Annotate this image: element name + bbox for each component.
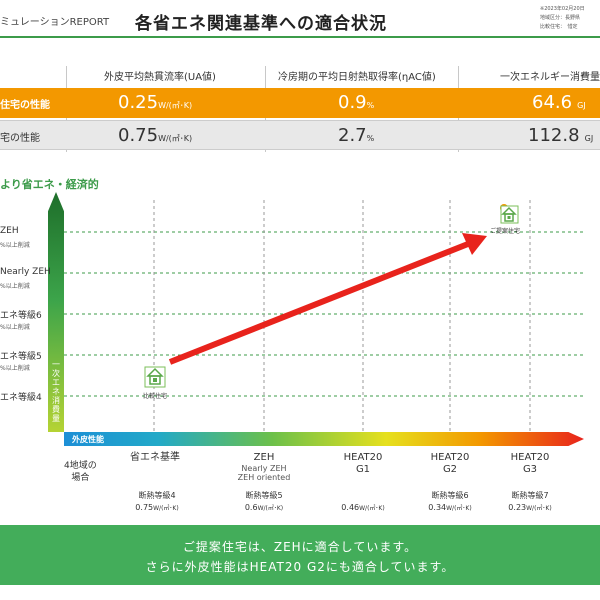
proposal-energy-cell: 64.6 GJ [532,92,586,113]
column-ua: 外皮平均熱貫流率(UA値) [104,72,216,83]
x-level-g3: 断熱等級7 0.23W/(㎡･K) [508,490,551,515]
region-line: 4地域の [64,461,97,471]
page-title: 各省エネ関連基準への適合状況 [135,14,387,34]
y-level-zeh: ZEH [0,226,19,236]
comparison-eta-unit: % [366,134,375,143]
proposal-energy-value: 64.6 [532,92,573,113]
x-category-standard: 省エネ基準 [130,452,180,464]
proposal-ua-value: 0.25 [118,92,159,113]
region-line: 場合 [71,473,90,483]
x-level-zeh: 断熱等級5 0.6W/(㎡･K) [245,490,283,515]
x-level-unit: W/(㎡･K) [526,505,552,512]
y-level-grade6-sub: %以上削減 [0,324,30,331]
energy-axis-label: 一次エネ消費量 [52,360,60,423]
x-category-g3: HEAT20 G3 [511,452,550,476]
comparison-house-label: 比較住宅 [143,393,168,400]
header-divider [0,36,600,38]
report-date: ※2023年02月20日 [540,6,585,12]
x-category-g1: HEAT20 G1 [344,452,383,476]
improvement-arrow-shaft [168,239,475,365]
proposal-house-label: ご提案住宅 [490,228,521,235]
y-level-grade6: エネ等級6 [0,311,42,321]
x-level-ua: 0.75 [135,503,154,512]
x-level-grade [341,490,384,502]
report-label: ミュレーションREPORT [0,17,110,28]
x-category-label: HEAT20 G1 [343,452,383,475]
x-level-unit: W/(㎡･K) [446,505,472,512]
x-level-g1: 0.46W/(㎡･K) [341,490,384,515]
x-level-ua: 0.34 [428,503,447,512]
report-comparison: 比較住宅： 惜定 [540,24,578,30]
y-level-grade5: エネ等級5 [0,352,42,362]
report-meta: ※2023年02月20日 地域区分：長野県 比較住宅： 惜定 [540,5,600,32]
summary-line-1: ご提案住宅は、ZEHに適合しています。 [182,540,418,554]
x-level-grade: 断熱等級5 [245,491,283,500]
report-region: 地域区分：長野県 [540,15,581,21]
comparison-eta-value: 2.7 [338,125,367,146]
y-level-nearly-zeh-sub: %以上削減 [0,283,30,290]
chart-title: より省エネ・経済的 [0,178,99,191]
x-category-sub: Nearly ZEH ZEH oriented [237,464,291,482]
column-energy: 一次エネルギー消費量 [500,72,600,83]
proposal-house-icon [498,203,520,225]
region-note: 4地域の 場合 [64,460,97,484]
performance-table-header: 外皮平均熱貫流率(UA値) 冷房期の平均日射熱取得率(ηAC値) 一次エネルギー… [0,64,600,86]
summary-banner: ご提案住宅は、ZEHに適合しています。 さらに外皮性能はHEAT20 G2にも適… [0,525,600,585]
proposal-ua-unit: W/(㎡･K) [158,101,193,110]
proposal-eta-unit: % [366,101,375,110]
energy-axis-bar [48,192,64,432]
proposal-ua-cell: 0.25W/(㎡･K) [118,92,192,113]
proposal-performance-row: 住宅の性能 0.25W/(㎡･K) 0.9% 64.6 GJ [0,88,600,118]
improvement-arrow-head [462,233,487,255]
x-level-grade: 断熱等級7 [511,491,549,500]
x-level-unit: W/(㎡･K) [153,505,179,512]
y-level-nearly-zeh: Nearly ZEH [0,267,51,277]
row-label: 宅の性能 [0,133,40,144]
x-level-ua: 0.23 [508,503,527,512]
y-level-grade5-sub: %以上削減 [0,365,30,372]
x-level-ua: 0.6 [244,503,258,512]
comparison-ua-cell: 0.75W/(㎡･K) [118,125,192,146]
column-eta: 冷房期の平均日射熱取得率(ηAC値) [278,72,436,83]
x-category-zeh: ZEH Nearly ZEH ZEH oriented [238,452,291,482]
row-label: 住宅の性能 [0,100,50,111]
x-category-label: HEAT20 G2 [430,452,470,475]
x-level-standard: 断熱等級4 0.75W/(㎡･K) [135,490,178,515]
x-category-label: ZEH [253,452,275,463]
x-level-g2: 断熱等級6 0.34W/(㎡･K) [428,490,471,515]
x-level-unit: W/(㎡･K) [359,505,385,512]
x-level-ua: 0.46 [341,503,360,512]
envelope-axis-bar [64,432,584,446]
comparison-energy-value: 112.8 [528,125,580,146]
proposal-eta-cell: 0.9% [338,92,374,113]
x-category-g2: HEAT20 G2 [431,452,470,476]
x-level-grade: 断熱等級6 [431,491,469,500]
comparison-ua-value: 0.75 [118,125,159,146]
y-level-grade4: エネ等級4 [0,393,42,403]
summary-line-2: さらに外皮性能はHEAT20 G2にも適合しています。 [145,560,455,574]
envelope-axis-label: 外皮性能 [72,435,104,444]
comparison-energy-unit: GJ [584,134,594,143]
comparison-performance-row: 宅の性能 0.75W/(㎡･K) 2.7% 112.8 GJ [0,120,600,150]
x-category-label: 省エネ基準 [130,452,180,463]
x-level-unit: W/(㎡･K) [257,505,284,512]
x-level-grade: 断熱等級4 [138,491,176,500]
comparison-eta-cell: 2.7% [338,125,374,146]
proposal-energy-unit: GJ [577,101,586,110]
comparison-energy-cell: 112.8 GJ [528,125,593,146]
x-category-label: HEAT20 G3 [510,452,550,475]
y-level-zeh-sub: %以上削減 [0,242,30,249]
proposal-eta-value: 0.9 [338,92,367,113]
comparison-ua-unit: W/(㎡･K) [158,134,193,143]
comparison-house-icon [144,366,166,388]
